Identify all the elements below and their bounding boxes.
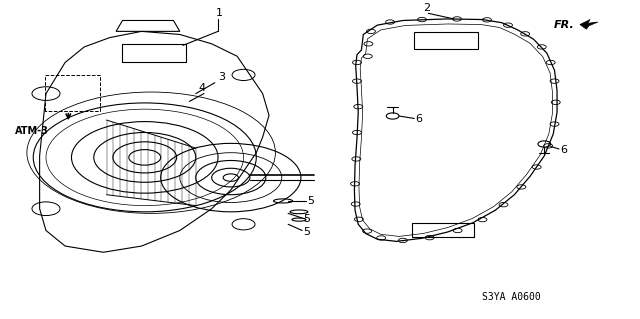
Polygon shape (580, 19, 598, 29)
Text: 6: 6 (560, 145, 567, 155)
Text: 2: 2 (423, 3, 430, 13)
Text: 5: 5 (303, 227, 310, 237)
Text: 4: 4 (199, 83, 206, 93)
Text: 3: 3 (218, 72, 225, 82)
Text: 6: 6 (415, 115, 422, 124)
Text: S3YA A0600: S3YA A0600 (482, 293, 541, 302)
Text: FR.: FR. (554, 20, 575, 30)
Text: 5: 5 (303, 214, 310, 224)
Text: ATM-3: ATM-3 (15, 126, 49, 136)
Text: 5: 5 (307, 196, 314, 206)
Text: 1: 1 (216, 8, 223, 18)
